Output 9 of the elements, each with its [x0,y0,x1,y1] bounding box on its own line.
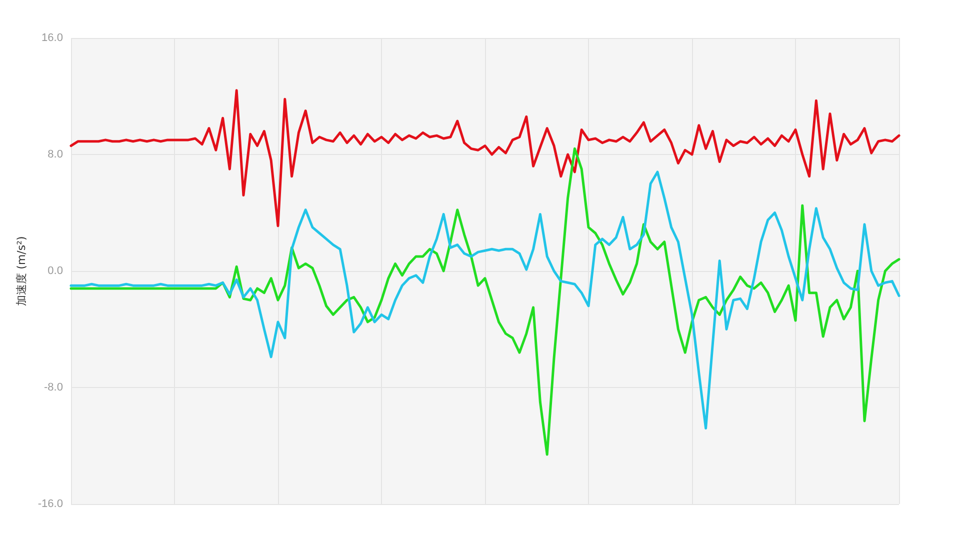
y-tick-label: 0.0 [48,265,63,277]
y-tick-label: 16.0 [42,32,63,44]
y-axis-title: 加速度 (m/s²) [15,236,28,306]
line-series [70,170,900,430]
line-series [70,89,900,228]
line-series [70,147,900,456]
y-tick-label: -8.0 [44,382,63,394]
y-tick-label: -16.0 [38,498,63,510]
y-tick-label: 8.0 [48,148,63,160]
